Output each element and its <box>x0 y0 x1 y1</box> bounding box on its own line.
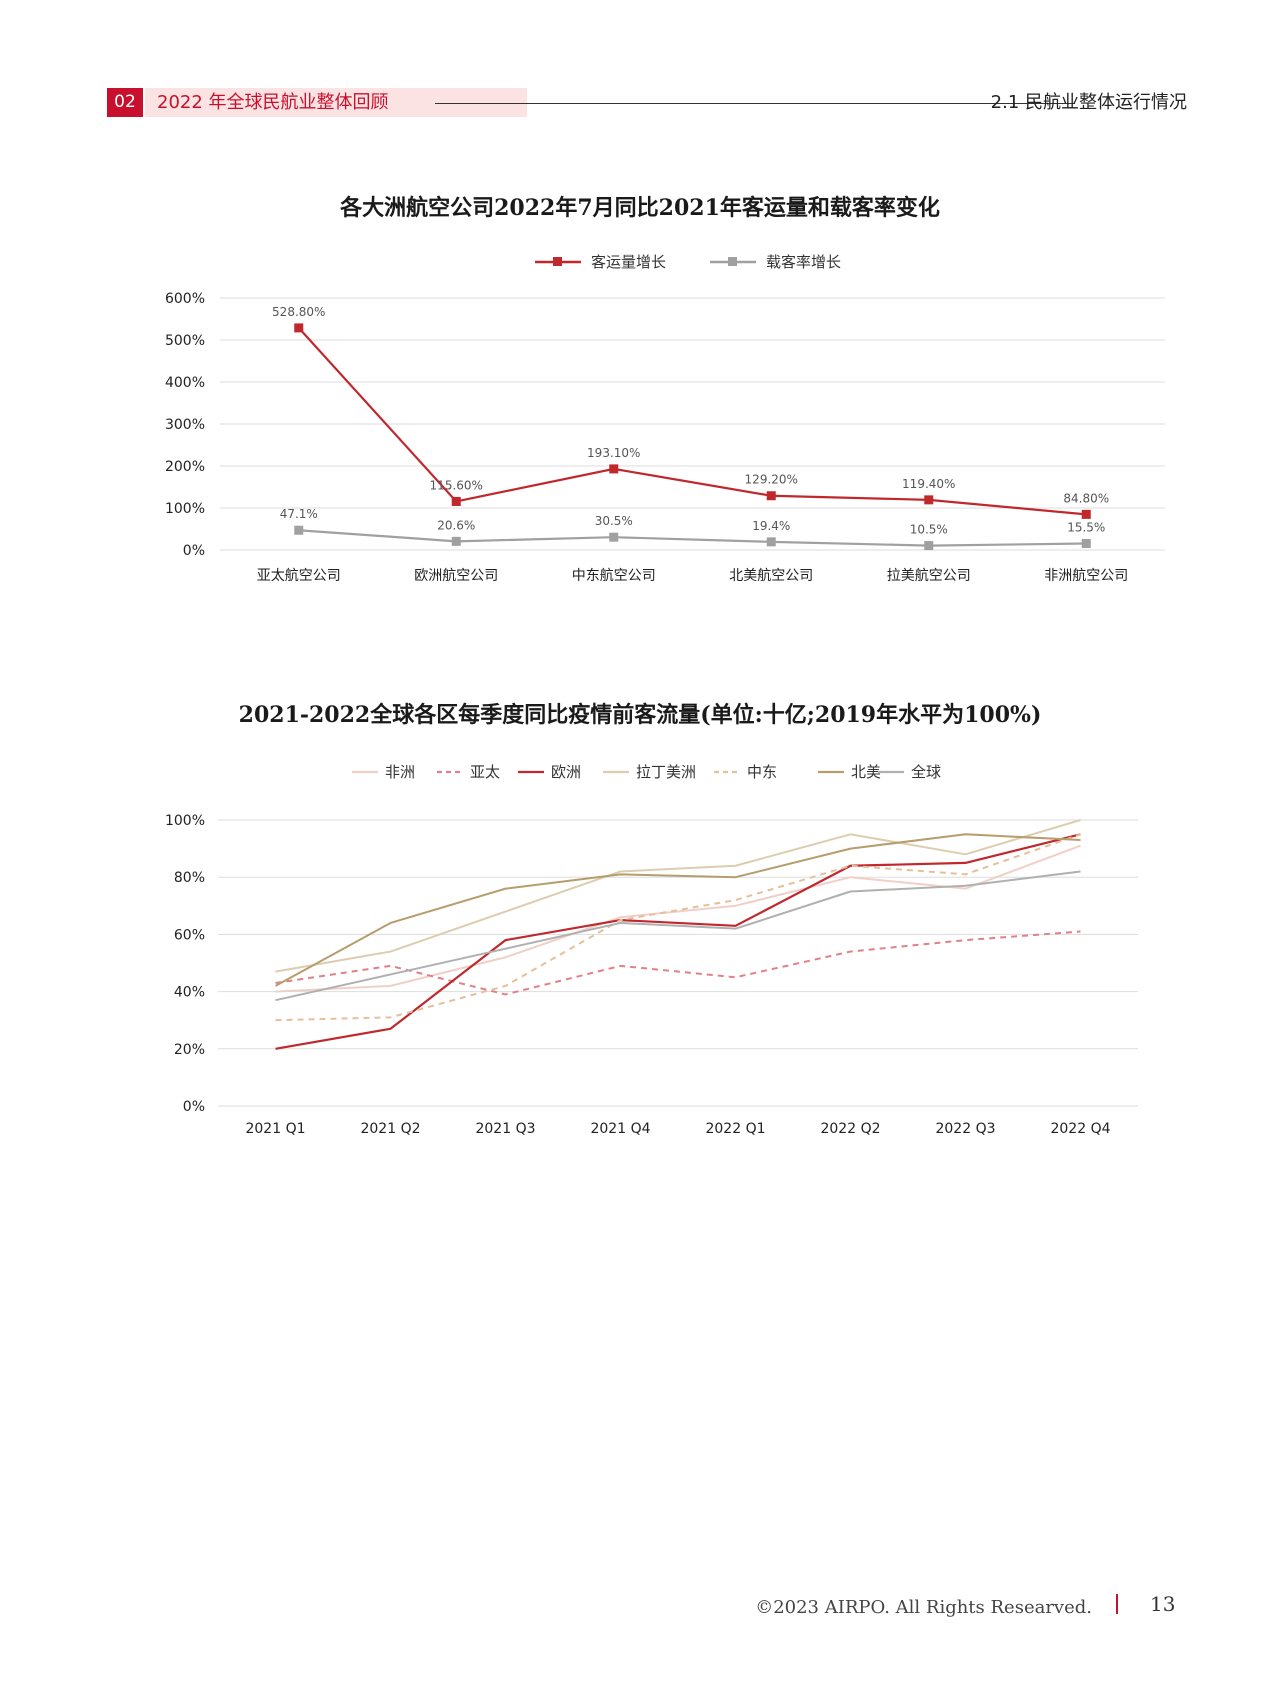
page-header: 02 2022 年全球民航业整体回顾 2.1 民航业整体运行情况 <box>107 88 1187 117</box>
legend-swatch-marker <box>553 257 562 266</box>
y-tick-label: 0% <box>183 543 205 559</box>
legend-label: 非洲 <box>385 763 415 781</box>
y-tick-label: 600% <box>165 291 205 307</box>
y-tick-label: 100% <box>165 813 205 829</box>
legend-label: 欧洲 <box>551 763 581 781</box>
data-point <box>451 496 461 506</box>
chart1-title: 各大洲航空公司2022年7月同比2021年客运量和载客率变化 <box>340 195 940 221</box>
x-tick-label: 中东航空公司 <box>572 568 656 584</box>
copyright-text: ©2023 AIRPO. All Rights Researved. <box>755 1597 1092 1618</box>
data-label: 10.5% <box>910 523 948 537</box>
x-tick-label: 2021 Q1 <box>245 1121 305 1137</box>
data-point <box>766 491 776 501</box>
data-label: 129.20% <box>745 473 798 487</box>
x-tick-label: 欧洲航空公司 <box>414 568 498 584</box>
data-point <box>1081 509 1091 519</box>
chart2-legend: 非洲 亚太 欧洲 拉丁美洲 中东 北美 全球 <box>352 763 941 781</box>
series-line-3 <box>275 819 1081 973</box>
data-label: 47.1% <box>280 507 318 521</box>
series-line-2 <box>275 833 1081 1050</box>
data-label: 19.4% <box>752 519 790 533</box>
legend-swatch-marker <box>728 257 737 266</box>
data-point <box>924 495 934 505</box>
data-point <box>451 536 461 546</box>
data-label: 30.5% <box>595 514 633 528</box>
chapter-number: 02 <box>107 88 143 117</box>
footer-divider <box>1116 1594 1118 1614</box>
chart2-svg: 非洲 亚太 欧洲 拉丁美洲 中东 北美 全球 0% 20% 40% 60% 80% 100% 2021 Q… <box>165 763 1138 1137</box>
legend-label: 客运量增长 <box>591 253 666 271</box>
data-point <box>609 532 619 542</box>
data-label: 15.5% <box>1067 520 1105 534</box>
page-number: 13 <box>1150 1592 1176 1616</box>
x-tick-label: 2022 Q2 <box>820 1121 880 1137</box>
series-line-1 <box>298 529 1087 547</box>
legend-label: 北美 <box>851 763 881 781</box>
y-tick-label: 100% <box>165 501 205 517</box>
legend-label: 亚太 <box>470 763 500 781</box>
legend-label: 全球 <box>911 763 941 781</box>
x-tick-label: 亚太航空公司 <box>257 568 341 584</box>
x-tick-label: 2021 Q2 <box>360 1121 420 1137</box>
y-tick-label: 200% <box>165 459 205 475</box>
y-tick-label: 40% <box>174 985 205 1001</box>
x-tick-label: 2022 Q1 <box>705 1121 765 1137</box>
data-label: 528.80% <box>272 305 325 319</box>
x-tick-label: 2022 Q4 <box>1050 1121 1110 1137</box>
data-point <box>609 464 619 474</box>
chart1-legend: 客运量增长 载客率增长 <box>535 253 841 271</box>
data-label: 115.60% <box>430 478 483 492</box>
legend-label: 拉丁美洲 <box>636 763 696 781</box>
y-tick-label: 300% <box>165 417 205 433</box>
chart1-svg: 客运量增长 载客率增长 0% 100% 200% 300% 400% 500% 600% 亚太航空… <box>165 253 1165 584</box>
series-line-0 <box>297 327 1087 516</box>
series-line-5 <box>275 833 1081 987</box>
y-tick-label: 20% <box>174 1042 205 1058</box>
data-point <box>294 323 304 333</box>
data-point <box>766 537 776 547</box>
chapter-title: 2022 年全球民航业整体回顾 <box>145 88 527 117</box>
y-tick-label: 80% <box>174 870 205 886</box>
x-tick-label: 非洲航空公司 <box>1044 568 1128 584</box>
y-tick-label: 60% <box>174 927 205 943</box>
header-divider <box>435 103 1075 104</box>
data-label: 193.10% <box>587 446 640 460</box>
x-tick-label: 2021 Q3 <box>475 1121 535 1137</box>
y-tick-label: 500% <box>165 333 205 349</box>
legend-label: 载客率增长 <box>766 253 841 271</box>
data-point <box>1081 538 1091 548</box>
x-tick-label: 2021 Q4 <box>590 1121 650 1137</box>
series-line-4 <box>275 833 1081 1022</box>
x-tick-label: 北美航空公司 <box>729 568 813 584</box>
y-tick-label: 400% <box>165 375 205 391</box>
page-footer: ©2023 AIRPO. All Rights Researved. 13 <box>0 1592 1280 1624</box>
data-label: 119.40% <box>902 477 955 491</box>
data-label: 84.80% <box>1063 491 1109 505</box>
chart2-title: 2021-2022全球各区每季度同比疫情前客流量(单位:十亿;2019年水平为1… <box>238 702 1042 728</box>
x-tick-label: 2022 Q3 <box>935 1121 995 1137</box>
x-tick-label: 拉美航空公司 <box>887 568 971 584</box>
data-point <box>924 541 934 551</box>
data-label: 20.6% <box>437 518 475 532</box>
y-tick-label: 0% <box>183 1099 205 1115</box>
legend-label: 中东 <box>747 763 777 781</box>
section-title: 2.1 民航业整体运行情况 <box>990 92 1187 113</box>
data-point <box>294 525 304 535</box>
series-line-6 <box>275 870 1081 1002</box>
